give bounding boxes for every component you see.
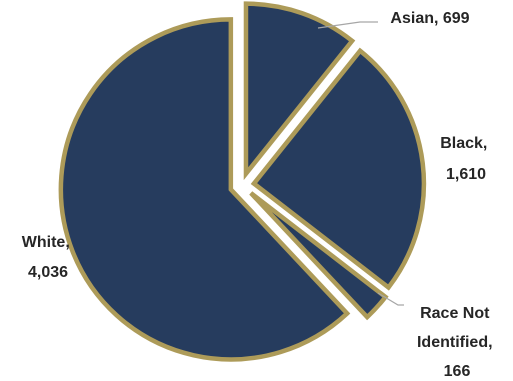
leader-line-asian: [317, 21, 378, 29]
label-black: Black, 1,610: [440, 135, 492, 183]
label-race-not-identified-line-2: Identified,: [417, 334, 493, 351]
label-black-line-2: 1,610: [446, 166, 486, 183]
pie-slices: [58, 1, 427, 362]
label-asian-line-1: Asian, 699: [390, 10, 469, 27]
pie-slice-asian: [243, 1, 356, 181]
pie-slice-black: [250, 47, 427, 291]
label-white: White, 4,036: [22, 234, 74, 281]
label-race-not-identified-line-3: 166: [444, 363, 471, 380]
pie-slice-white: [58, 17, 351, 362]
label-race-not-identified: Race Not Identified, 166: [417, 305, 497, 380]
label-white-line-2: 4,036: [28, 264, 68, 281]
label-white-line-1: White,: [22, 234, 70, 251]
label-black-line-1: Black,: [440, 135, 487, 152]
leader-line-race-not-identified: [377, 292, 404, 306]
label-asian: Asian, 699: [390, 10, 469, 27]
label-race-not-identified-line-1: Race Not: [420, 305, 490, 322]
leader-lines: [317, 21, 404, 306]
